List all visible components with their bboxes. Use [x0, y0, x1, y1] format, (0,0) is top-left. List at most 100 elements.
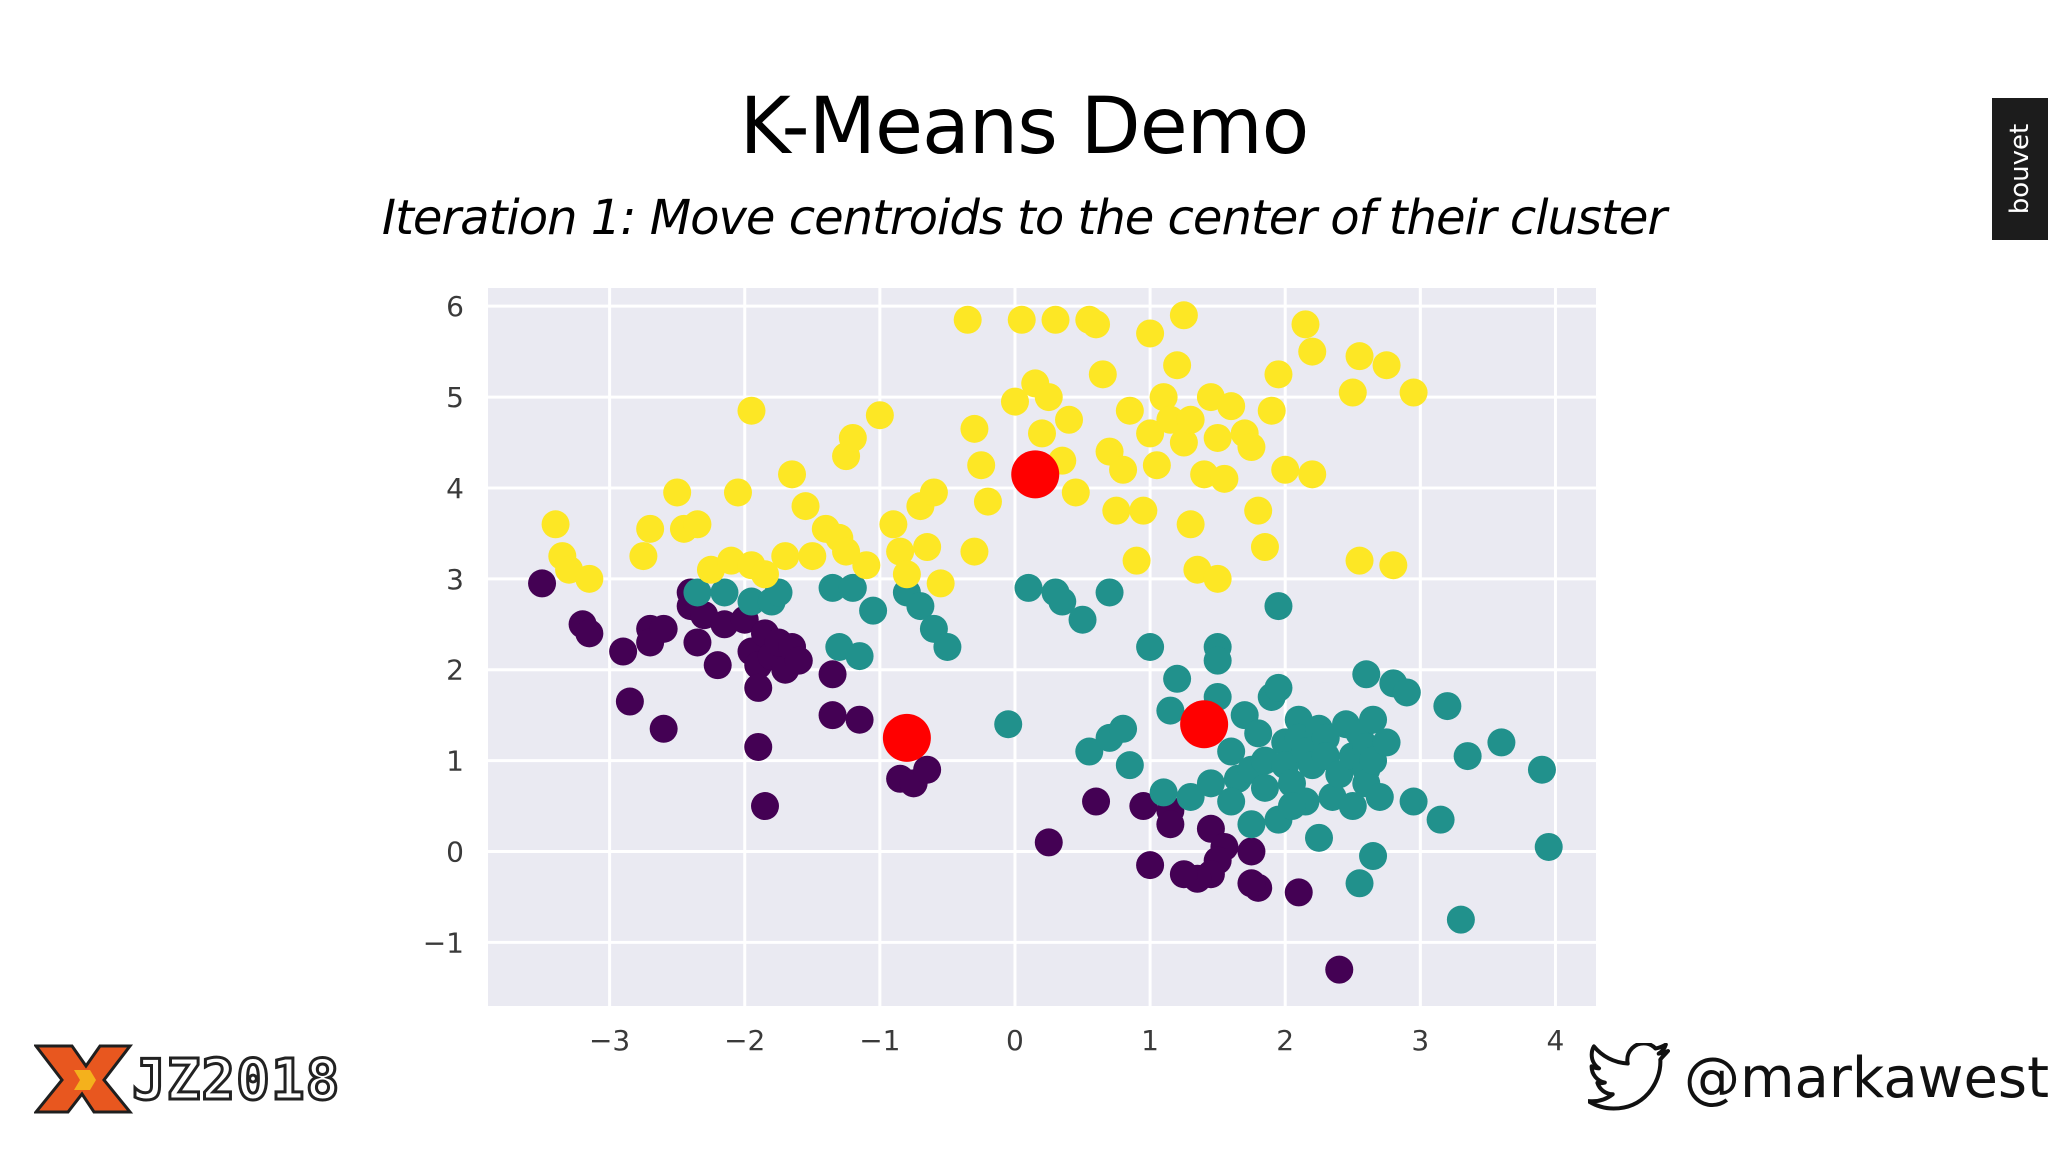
- data-point: [575, 564, 604, 593]
- data-point: [791, 492, 820, 521]
- data-point: [683, 510, 712, 539]
- data-point: [1264, 360, 1293, 389]
- data-point: [1169, 428, 1198, 457]
- data-point: [541, 510, 570, 539]
- y-tick-label: 6: [446, 290, 464, 323]
- data-point: [1129, 496, 1158, 525]
- data-point: [1102, 496, 1131, 525]
- data-point: [1392, 678, 1421, 707]
- data-point: [906, 592, 935, 621]
- data-point: [1399, 787, 1428, 816]
- data-point: [879, 510, 908, 539]
- data-point: [960, 414, 989, 443]
- x-tick-label: 1: [1141, 1024, 1159, 1057]
- data-point: [609, 637, 638, 666]
- data-point: [845, 705, 874, 734]
- data-point: [818, 701, 847, 730]
- data-point: [1034, 383, 1063, 412]
- x-tick-label: −2: [724, 1024, 765, 1057]
- data-point: [1284, 878, 1313, 907]
- centroid-point: [1180, 700, 1229, 749]
- data-point: [1088, 360, 1117, 389]
- data-point: [649, 714, 678, 743]
- slide-subtitle: Iteration 1: Move centroids to the cente…: [381, 190, 1667, 246]
- data-point: [1527, 755, 1556, 784]
- data-point: [1169, 301, 1198, 330]
- data-point: [832, 537, 861, 566]
- data-point: [1237, 869, 1266, 898]
- data-point: [1136, 851, 1165, 880]
- data-point: [1068, 605, 1097, 634]
- data-point: [1129, 792, 1158, 821]
- data-point: [1136, 319, 1165, 348]
- data-point: [953, 305, 982, 334]
- x-tick-label: 0: [1006, 1024, 1024, 1057]
- x-tick-label: −1: [859, 1024, 900, 1057]
- y-tick-label: 0: [446, 835, 464, 868]
- data-point: [649, 614, 678, 643]
- x-tick-label: 4: [1547, 1024, 1565, 1057]
- data-point: [1345, 869, 1374, 898]
- data-point: [1237, 433, 1266, 462]
- data-point: [1075, 737, 1104, 766]
- data-point: [1149, 383, 1178, 412]
- data-point: [1291, 310, 1320, 339]
- brand-tab: bouvet: [1992, 98, 2048, 240]
- data-point: [1210, 464, 1239, 493]
- data-point: [1345, 342, 1374, 371]
- data-point: [1203, 646, 1232, 675]
- data-point: [1048, 587, 1077, 616]
- data-point: [1115, 396, 1144, 425]
- data-point: [1379, 551, 1408, 580]
- data-point: [1109, 714, 1138, 743]
- data-point: [528, 569, 557, 598]
- data-point: [1028, 419, 1056, 448]
- twitter-handle: @markawest: [1684, 1045, 2048, 1111]
- data-point: [1000, 387, 1029, 416]
- data-point: [1217, 787, 1246, 816]
- data-point: [1250, 533, 1279, 562]
- data-point: [1250, 773, 1279, 802]
- data-point: [1156, 696, 1185, 725]
- data-point: [1345, 546, 1374, 575]
- data-point: [1156, 405, 1185, 434]
- data-point: [1115, 751, 1144, 780]
- data-point: [1244, 496, 1273, 525]
- data-point: [1453, 742, 1482, 771]
- data-point: [1122, 546, 1151, 575]
- data-point: [1136, 419, 1165, 448]
- data-point: [892, 560, 921, 589]
- data-points: [528, 301, 1563, 984]
- y-tick-label: 3: [446, 563, 464, 596]
- data-point: [636, 514, 665, 543]
- data-point: [1055, 405, 1084, 434]
- data-point: [703, 651, 732, 680]
- data-point: [1325, 955, 1354, 984]
- data-point: [818, 660, 847, 689]
- tick-labels: −3 −2 −1 0 1 2 3 4 −1 0 1 2 3 4 5 6: [423, 290, 1565, 1057]
- data-point: [913, 755, 942, 784]
- data-point: [1298, 337, 1327, 366]
- data-point: [751, 560, 779, 589]
- data-point: [1041, 305, 1070, 334]
- y-tick-label: 5: [446, 381, 464, 414]
- data-point: [1163, 664, 1192, 693]
- x-tick-label: 3: [1411, 1024, 1429, 1057]
- data-point: [1359, 842, 1388, 871]
- centroid-point: [1011, 450, 1060, 499]
- data-point: [1163, 351, 1192, 380]
- data-point: [1061, 478, 1090, 507]
- jz2018-logo-mark: [34, 1044, 134, 1114]
- data-point: [1365, 782, 1394, 811]
- data-point: [1149, 778, 1178, 807]
- data-point: [1264, 673, 1293, 702]
- data-point: [919, 478, 948, 507]
- data-point: [615, 687, 644, 716]
- data-point: [778, 460, 807, 489]
- data-point: [886, 537, 915, 566]
- data-point: [737, 587, 766, 616]
- data-point: [663, 478, 692, 507]
- data-point: [1352, 660, 1381, 689]
- data-point: [784, 646, 813, 675]
- data-point: [1203, 564, 1232, 593]
